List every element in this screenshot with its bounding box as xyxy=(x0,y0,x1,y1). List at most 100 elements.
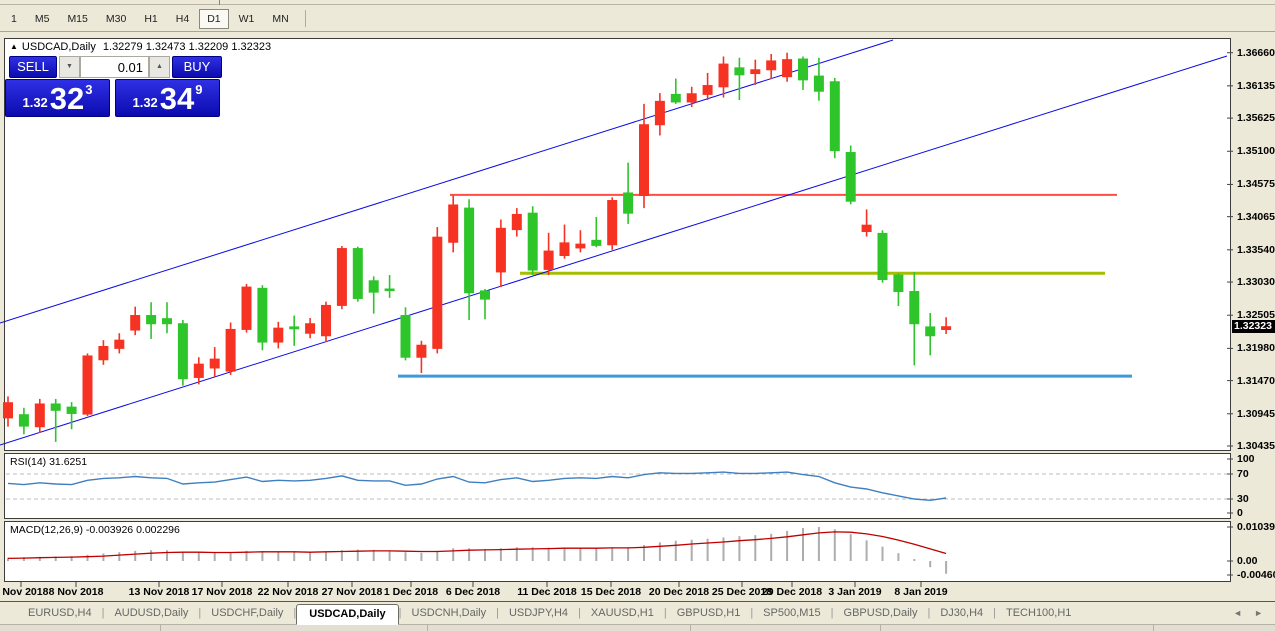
tab-usdcnh-daily[interactable]: USDCNH,Daily xyxy=(411,607,487,619)
tab-xauusd-h1[interactable]: XAUUSD,H1 xyxy=(590,607,654,619)
rsi-tick-label: 30 xyxy=(1237,493,1249,505)
price-tick-label: 1.36660 xyxy=(1237,46,1275,59)
timeframe-m5-button[interactable]: M5 xyxy=(34,12,50,25)
date-tick-label: 15 Dec 2018 xyxy=(580,586,642,598)
macd-panel[interactable] xyxy=(4,521,1231,582)
tab-eurusd-h4[interactable]: EURUSD,H4 xyxy=(28,607,92,619)
timeframe-h1-button[interactable]: H1 xyxy=(144,12,158,25)
tab-separator: | xyxy=(398,607,402,619)
volume-increase-button[interactable]: ▲ xyxy=(149,56,170,78)
rsi-tick-label: 0 xyxy=(1237,507,1243,519)
date-tick-label: 6 Dec 2018 xyxy=(445,586,501,598)
macd-tick-label: 0.00 xyxy=(1237,555,1258,567)
tab-scroll-right-icon[interactable]: ► xyxy=(1254,608,1263,618)
toolbar-separator xyxy=(304,10,306,27)
buy-price-display[interactable]: 1.32 34 9 xyxy=(115,79,220,117)
rsi-tick-label: 70 xyxy=(1237,468,1249,480)
tab-separator: | xyxy=(993,607,996,619)
tab-separator: | xyxy=(663,607,667,619)
sell-price-pip: 3 xyxy=(85,82,93,97)
date-tick-label: 29 Dec 2018 xyxy=(761,586,823,598)
rsi-tick-label: 100 xyxy=(1237,453,1255,465)
date-tick-label: 25 Dec 2018 xyxy=(711,586,773,598)
price-tick-label: 1.34575 xyxy=(1237,178,1275,191)
symbol-header: ▲ USDCAD,Daily 1.32279 1.32473 1.32209 1.3… xyxy=(10,41,271,53)
price-tick-label: 1.32505 xyxy=(1237,309,1275,322)
collapse-icon[interactable]: ▲ xyxy=(10,42,18,51)
date-tick-label: 13 Nov 2018 xyxy=(128,586,190,598)
date-tick-label: 17 Nov 2018 xyxy=(191,586,253,598)
timeframe-1-button[interactable]: 1 xyxy=(11,12,17,25)
volume-decrease-button[interactable]: ▼ xyxy=(59,56,80,78)
tab-separator: | xyxy=(830,607,834,619)
tab-usdcad-daily[interactable]: USDCAD,Daily xyxy=(296,603,399,625)
tab-separator: | xyxy=(293,607,297,619)
bottom-strip xyxy=(0,624,1275,631)
macd-tick-label: -0.004608 xyxy=(1237,569,1275,581)
tab-separator: | xyxy=(578,607,581,619)
sell-price-display[interactable]: 1.32 32 3 xyxy=(5,79,110,117)
sell-price-main: 32 xyxy=(49,81,85,116)
date-tick-label: 8 Jan 2019 xyxy=(894,586,948,598)
buy-price-pip: 9 xyxy=(195,82,203,97)
date-tick-label: 11 Dec 2018 xyxy=(517,586,577,598)
window-top-edge xyxy=(0,0,1275,5)
symbol-title: USDCAD,Daily xyxy=(21,41,96,53)
tab-separator: | xyxy=(101,607,105,619)
price-tick-label: 1.30945 xyxy=(1237,407,1275,420)
macd-indicator-label: MACD(12,26,9) -0.003926 0.002296 xyxy=(10,524,180,536)
tab-separator: | xyxy=(496,607,499,619)
rsi-panel[interactable] xyxy=(4,453,1231,519)
date-tick-label: 3 Nov 2018 xyxy=(0,586,49,598)
date-tick-label: 27 Nov 2018 xyxy=(321,586,383,598)
date-tick-label: 22 Nov 2018 xyxy=(257,586,319,598)
volume-input[interactable]: 0.01 xyxy=(80,56,149,78)
tab-audusd-daily[interactable]: AUDUSD,Daily xyxy=(114,607,189,619)
tab-sp500-m15[interactable]: SP500,M15 xyxy=(763,607,821,619)
toolbar-grip xyxy=(219,0,220,5)
price-tick-label: 1.31980 xyxy=(1237,342,1275,355)
buy-price-prefix: 1.32 xyxy=(132,95,158,110)
timeframe-mn-button[interactable]: MN xyxy=(272,12,289,25)
tab-separator: | xyxy=(198,607,202,619)
price-tick-label: 1.31470 xyxy=(1237,374,1275,387)
price-axis[interactable]: 1.32323 1.36660 1.36135 1.35625 1.35100 1.34… xyxy=(1232,38,1275,600)
date-tick-label: 3 Jan 2019 xyxy=(828,586,882,598)
price-tick-label: 1.30435 xyxy=(1237,439,1275,452)
macd-tick-label: 0.010397 xyxy=(1237,521,1275,533)
tab-usdjpy-h4[interactable]: USDJPY,H4 xyxy=(508,607,569,619)
tab-separator: | xyxy=(927,607,931,619)
date-tick-label: 1 Dec 2018 xyxy=(383,586,439,598)
tab-separator: | xyxy=(750,607,754,619)
price-tick-label: 1.35625 xyxy=(1237,112,1275,125)
rsi-indicator-label: RSI(14) 31.6251 xyxy=(10,456,88,468)
chart-tab-bar: EURUSD,H4 | AUDUSD,Daily | USDCHF,Daily | USDC… xyxy=(0,601,1275,625)
buy-price-main: 34 xyxy=(159,81,195,116)
tab-dj30-h4[interactable]: DJ30,H4 xyxy=(940,607,984,619)
price-tick-label: 1.35100 xyxy=(1237,145,1275,158)
current-price-badge: 1.32323 xyxy=(1232,320,1275,333)
timeframe-d1-button[interactable]: D1 xyxy=(199,8,229,29)
tab-scroll-arrows: ◄ ► xyxy=(1233,608,1263,618)
timeframe-w1-button[interactable]: W1 xyxy=(238,12,255,25)
tab-gbpusd-daily[interactable]: GBPUSD,Daily xyxy=(843,607,918,619)
one-click-trade-widget: SELL ▼ 0.01 ▲ BUY 1.32 32 3 1.32 34 9 xyxy=(5,56,223,117)
tab-gbpusd-h1[interactable]: GBPUSD,H1 xyxy=(676,607,741,619)
tab-usdchf-daily[interactable]: USDCHF,Daily xyxy=(211,607,284,619)
price-tick-label: 1.34065 xyxy=(1237,210,1275,223)
price-tick-label: 1.36135 xyxy=(1237,79,1275,92)
timeframe-m30-button[interactable]: M30 xyxy=(105,12,127,25)
timeframe-toolbar: 1 M5 M15 M30 H1 H4 D1 W1 MN xyxy=(0,6,1275,32)
tab-scroll-left-icon[interactable]: ◄ xyxy=(1233,608,1243,618)
date-tick-label: 8 Nov 2018 xyxy=(48,586,104,598)
price-tick-label: 1.33540 xyxy=(1237,243,1275,256)
sell-price-prefix: 1.32 xyxy=(22,95,48,110)
timeframe-m15-button[interactable]: M15 xyxy=(67,12,88,25)
buy-button[interactable]: BUY xyxy=(172,56,222,78)
sell-button[interactable]: SELL xyxy=(9,56,57,78)
tab-tech100-h1[interactable]: TECH100,H1 xyxy=(1006,607,1072,619)
price-tick-label: 1.33030 xyxy=(1237,276,1275,289)
timeframe-h4-button[interactable]: H4 xyxy=(175,12,190,25)
ohlc-values: 1.32279 1.32473 1.32209 1.32323 xyxy=(102,41,272,53)
